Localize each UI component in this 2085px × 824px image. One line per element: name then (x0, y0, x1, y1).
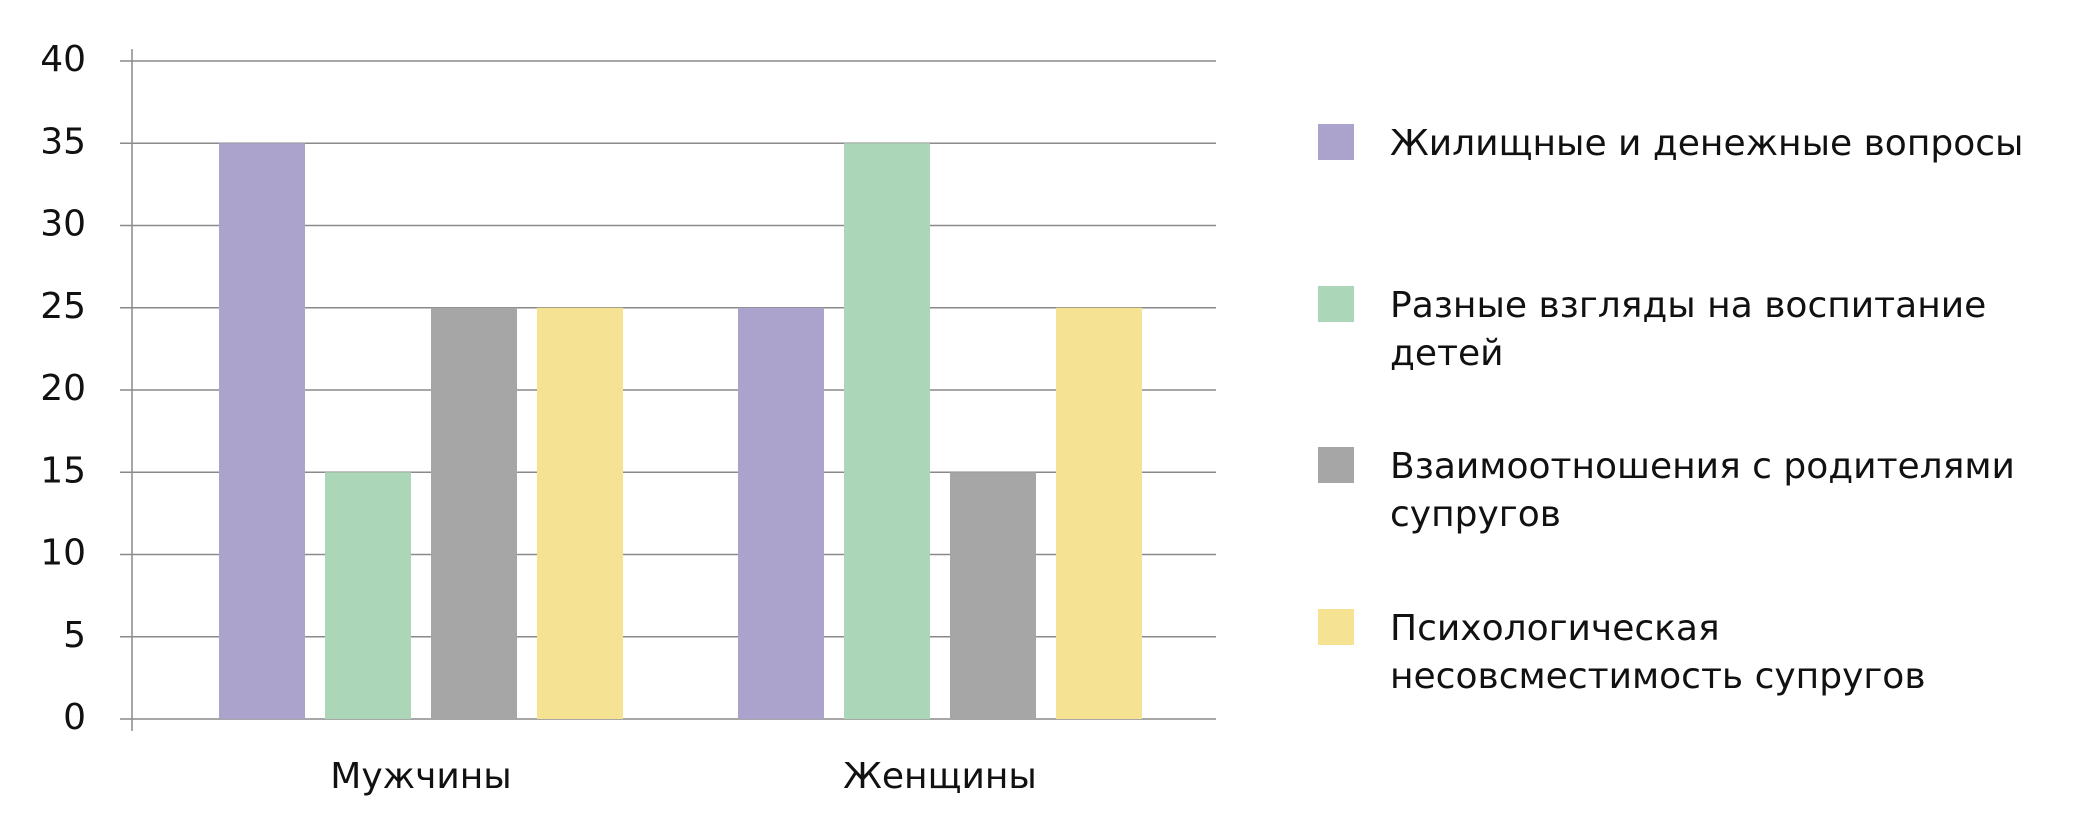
bar (325, 472, 411, 719)
y-tick-label: 15 (40, 450, 86, 491)
y-tick-label: 30 (40, 204, 86, 245)
y-tick-label: 0 (63, 697, 86, 738)
y-tick-label: 40 (40, 39, 86, 80)
bar (738, 307, 824, 719)
x-tick-label: Мужчины (330, 756, 511, 797)
legend-swatch (1318, 609, 1354, 645)
bar (537, 307, 623, 719)
legend-item: Психологическая несовсместимость супруго… (1318, 605, 2070, 701)
legend-swatch (1318, 286, 1354, 322)
bar (1056, 307, 1142, 719)
legend-item: Жилищные и денежные вопросы (1318, 120, 2070, 168)
y-tick-label: 20 (40, 368, 86, 409)
legend-label: Психологическая несовсместимость супруго… (1390, 608, 1926, 697)
legend-label: Взаимоотношения с родителями супругов (1390, 446, 2015, 535)
bar (219, 143, 305, 719)
y-tick-label: 5 (63, 615, 86, 656)
legend-label: Разные взгляды на воспитание детей (1390, 285, 1987, 374)
bar (844, 143, 930, 719)
legend-swatch (1318, 124, 1354, 160)
legend-swatch (1318, 447, 1354, 483)
legend-item: Взаимоотношения с родителями супругов (1318, 443, 2070, 539)
x-tick-label: Женщины (843, 756, 1037, 797)
legend-item: Разные взгляды на воспитание детей (1318, 282, 2070, 378)
bar (431, 307, 517, 719)
bar (950, 472, 1036, 719)
y-tick-label: 10 (40, 533, 86, 574)
y-tick-label: 25 (40, 286, 86, 327)
legend-label: Жилищные и денежные вопросы (1390, 123, 2024, 164)
y-tick-label: 35 (40, 121, 86, 162)
